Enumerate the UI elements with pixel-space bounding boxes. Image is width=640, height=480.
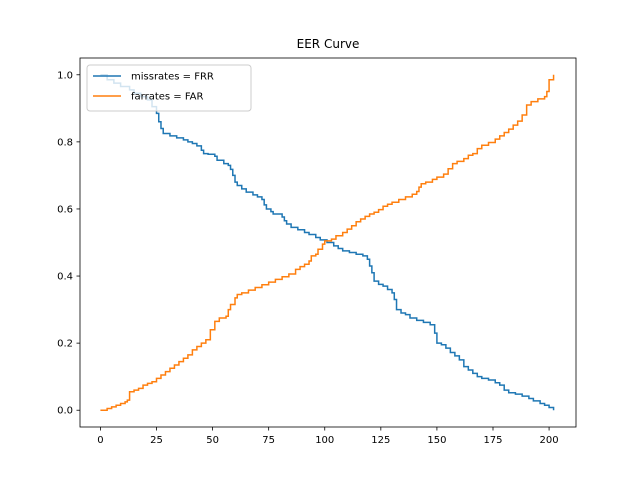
x-tick-label: 125: [371, 435, 390, 446]
y-tick-label: 1.0: [57, 70, 73, 81]
series-line-1: [100, 74, 555, 411]
legend-label-1: farrates = FAR: [131, 92, 204, 103]
plot-area: [100, 74, 555, 411]
chart-title: EER Curve: [297, 37, 360, 51]
x-tick-label: 75: [262, 435, 275, 446]
y-tick-label: 0.4: [57, 272, 73, 283]
x-tick-label: 100: [315, 435, 334, 446]
x-tick-label: 200: [540, 435, 559, 446]
y-axis: 0.0 0.2 0.4 0.6 0.8 1.0: [57, 70, 80, 417]
y-tick-label: 0.2: [57, 339, 73, 350]
x-tick-label: 25: [150, 435, 163, 446]
y-tick-label: 0.8: [57, 137, 73, 148]
legend-box: [86, 64, 252, 112]
x-axis: 0 25 50 75 100 125 150 175 200: [97, 427, 559, 446]
axes-frame: [79, 57, 577, 428]
y-tick-label: 0.6: [57, 204, 73, 215]
y-tick-label: 0.0: [57, 406, 73, 417]
x-tick-label: 175: [483, 435, 502, 446]
x-tick-label: 50: [206, 435, 219, 446]
series-line-0: [100, 74, 555, 411]
x-tick-label: 0: [97, 435, 103, 446]
legend: missrates = FRR farrates = FAR: [86, 64, 252, 112]
legend-label-0: missrates = FRR: [131, 72, 214, 83]
x-tick-label: 150: [427, 435, 446, 446]
